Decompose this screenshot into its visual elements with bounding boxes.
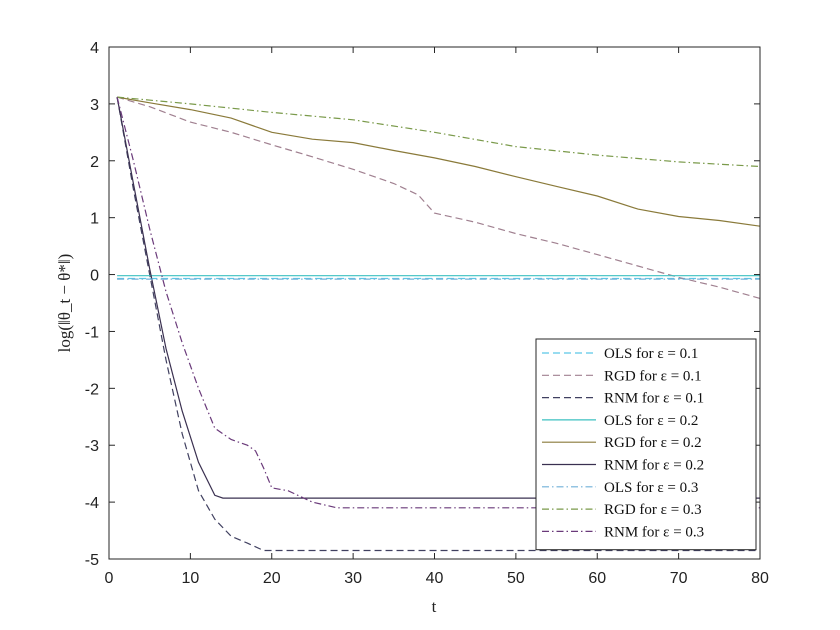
legend-label: OLS for ε = 0.2 [604,413,698,429]
series-line [116,96,760,552]
y-tick-label: 2 [90,154,99,171]
legend-label: OLS for ε = 0.3 [604,480,698,496]
series-line [116,96,760,499]
legend-label: RGD for ε = 0.3 [604,502,702,518]
y-tick-label: -4 [85,495,99,512]
legend-label: RGD for ε = 0.1 [604,368,702,384]
y-tick-label: -1 [85,324,99,341]
y-tick-label: 1 [90,211,99,228]
x-tick-label: 60 [588,570,606,587]
legend: OLS for ε = 0.1 RGD for ε = 0.1 RNM for ε … [535,338,757,551]
series-line [116,96,761,299]
series-layer [116,96,761,552]
y-tick-label: 0 [90,268,99,285]
x-axis-title: t [432,597,437,616]
legend-label: RNM for ε = 0.2 [604,458,704,474]
y-tick-label: -2 [85,381,99,398]
legend-box [535,338,757,551]
y-tick-label: -5 [85,552,99,569]
series-line [117,96,761,168]
x-tick-label: 40 [426,570,444,587]
y-tick-label: 3 [90,97,99,114]
legend-label: OLS for ε = 0.1 [604,346,698,362]
x-tick-label: 0 [105,570,114,587]
x-tick-label: 80 [751,570,769,587]
x-tick-label: 70 [670,570,688,587]
series-line [116,96,761,227]
legend-label: RNM for ε = 0.1 [604,391,704,407]
y-tick-label: 4 [90,40,99,57]
y-tick-label: -3 [85,438,99,455]
legend-label: RGD for ε = 0.2 [604,435,702,451]
x-tick-label: 50 [507,570,525,587]
y-axis-title: log(‖θ_t − θ*‖) [55,254,74,353]
legend-label: RNM for ε = 0.3 [604,524,704,540]
x-tick-label: 20 [263,570,281,587]
x-tick-label: 10 [181,570,199,587]
ticks-layer: 0 10 20 30 40 50 60 70 80 -5 -4 -3 -2 -1 0 1 2 3 4 [85,40,769,587]
x-tick-label: 30 [344,570,362,587]
